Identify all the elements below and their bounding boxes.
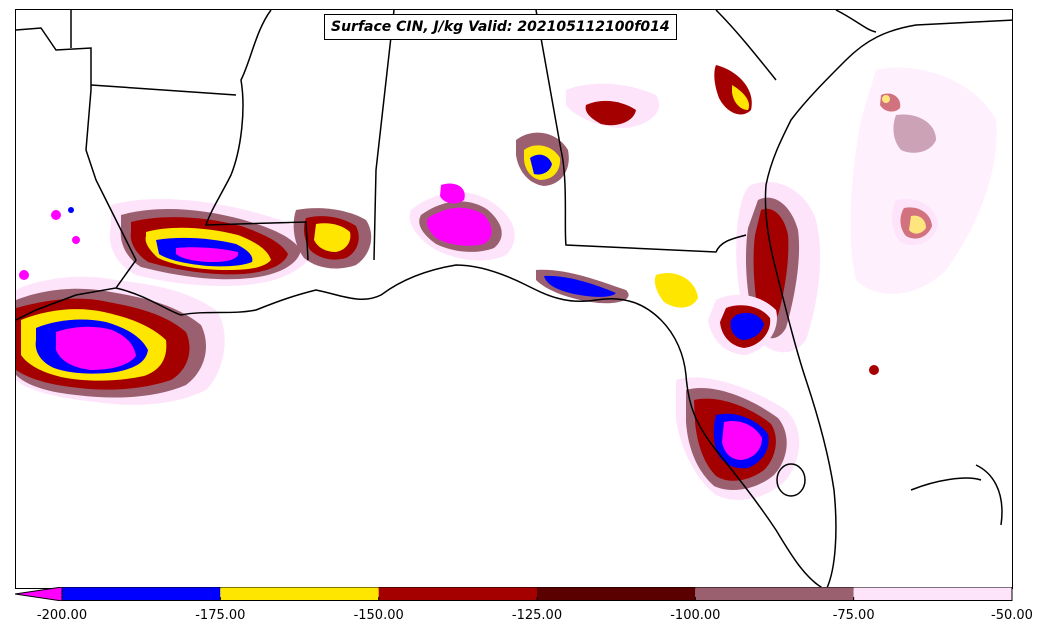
colorbar-bin-2 [220,587,379,601]
map-title: Surface CIN, J/kg Valid: 202105112100f01… [324,14,677,40]
colorbar-bin-1 [62,587,221,601]
colorbar-tick-label: -125.00 [511,608,563,623]
colorbar-bin-6 [853,587,1012,601]
colorbar-tick-label: -75.00 [832,608,875,623]
cin-shading-louisiana [16,198,372,405]
colorbar-tick-label: -50.00 [991,608,1033,623]
colorbar-min-extend [15,587,62,601]
colorbar-tick-label: -150.00 [353,608,404,623]
colorbar-tick-label: -200.00 [36,608,88,623]
colorbar-extend-outline [15,587,63,601]
colorbar-tick-label: -175.00 [195,608,246,623]
map-panel [15,9,1013,589]
colorbar-tick-label: -100.00 [670,608,721,623]
colorbar-bin-3 [378,587,537,601]
colorbar-bins [62,587,1012,601]
colorbar-bin-4 [537,587,696,601]
cin-shading-florida [654,67,997,500]
cin-shading-alabama [409,65,752,304]
colorbar-bin-5 [695,587,854,601]
colorbar [15,587,1013,601]
coastlines-and-borders [16,10,1012,588]
cin-map [16,10,1012,588]
